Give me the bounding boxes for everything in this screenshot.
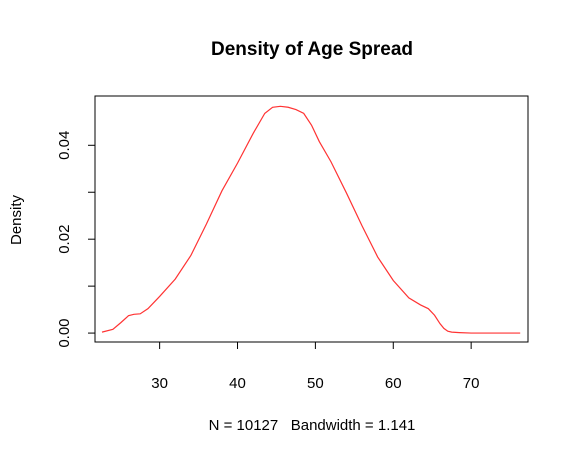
- chart-title: Density of Age Spread: [211, 39, 413, 60]
- density-curve: [101, 105, 521, 334]
- x-tick-label: 50: [307, 375, 324, 392]
- x-tick-label: 30: [151, 375, 168, 392]
- y-tick-label: 0.00: [56, 318, 73, 347]
- y-tick-label: 0.04: [56, 131, 73, 160]
- y-tick-label: 0.02: [56, 225, 73, 254]
- x-tick-label: 60: [385, 375, 402, 392]
- plot-frame: [94, 95, 529, 343]
- x-tick-label: 70: [463, 375, 480, 392]
- y-axis-label: Density: [8, 194, 25, 245]
- x-tick-label: 40: [229, 375, 246, 392]
- x-axis-label: N = 10127 Bandwidth = 1.141: [209, 417, 416, 434]
